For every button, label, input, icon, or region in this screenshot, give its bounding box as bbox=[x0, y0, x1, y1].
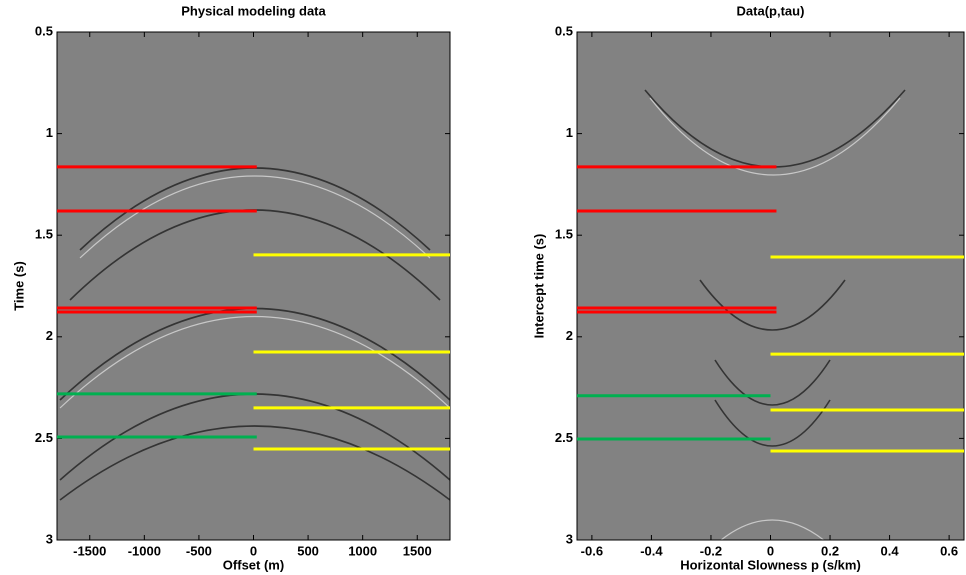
x-axis-label: Horizontal Slowness p (s/km) bbox=[680, 557, 861, 572]
y-tick-label: 3 bbox=[46, 531, 53, 546]
x-tick-label: -1000 bbox=[128, 543, 161, 558]
x-tick-label: 0 bbox=[250, 543, 257, 558]
panel-image bbox=[57, 32, 964, 540]
y-tick-label: 1 bbox=[566, 125, 573, 140]
x-tick-label: -500 bbox=[186, 543, 212, 558]
x-tick-label: 1000 bbox=[348, 543, 377, 558]
x-tick-label: 0.2 bbox=[821, 543, 839, 558]
x-tick-label: 500 bbox=[297, 543, 319, 558]
y-tick-label: 0.5 bbox=[35, 23, 53, 38]
chart-title: Data(p,tau) bbox=[737, 3, 805, 18]
x-tick-label: -0.6 bbox=[581, 543, 603, 558]
y-tick-label: 2 bbox=[46, 328, 53, 343]
x-tick-label: 0 bbox=[767, 543, 774, 558]
x-tick-label: 1500 bbox=[403, 543, 432, 558]
y-tick-label: 1.5 bbox=[35, 227, 53, 242]
chart-title: Physical modeling data bbox=[181, 3, 326, 18]
x-axis-label: Offset (m) bbox=[223, 557, 284, 572]
y-tick-label: 1 bbox=[46, 125, 53, 140]
y-tick-label: 1.5 bbox=[555, 227, 573, 242]
y-axis-label: Time (s) bbox=[11, 261, 26, 311]
x-tick-label: -1500 bbox=[73, 543, 106, 558]
x-tick-label: -0.2 bbox=[700, 543, 722, 558]
y-tick-label: 0.5 bbox=[555, 23, 573, 38]
y-tick-label: 2.5 bbox=[555, 430, 573, 445]
x-tick-label: -0.4 bbox=[640, 543, 663, 558]
y-tick-label: 2.5 bbox=[35, 430, 53, 445]
y-axis-label: Intercept time (s) bbox=[531, 234, 546, 339]
x-tick-label: 0.4 bbox=[881, 543, 900, 558]
y-tick-label: 2 bbox=[566, 328, 573, 343]
y-tick-label: 3 bbox=[566, 531, 573, 546]
x-tick-label: 0.6 bbox=[940, 543, 958, 558]
